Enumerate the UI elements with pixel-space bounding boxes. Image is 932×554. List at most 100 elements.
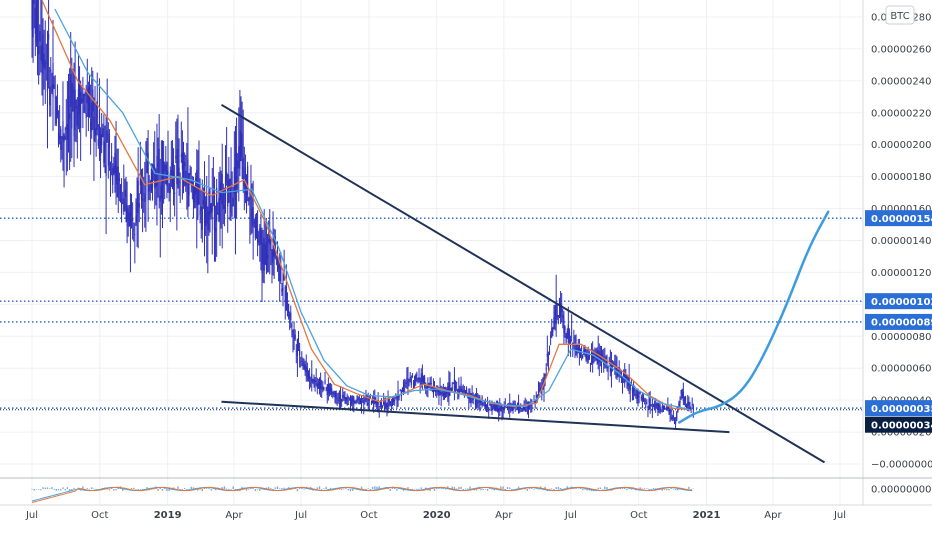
candle-body: [691, 404, 693, 406]
candle-body: [263, 237, 265, 271]
candle-body: [314, 380, 316, 383]
indicator-bar: [648, 489, 650, 491]
indicator-bar: [606, 487, 608, 489]
candle-body: [488, 408, 490, 411]
price-level-label[interactable]: 0.00000089: [865, 313, 932, 330]
candle-body: [308, 375, 311, 379]
candle-body: [126, 205, 128, 227]
candle-body: [409, 376, 411, 380]
indicator-bar: [504, 489, 506, 490]
candle-body: [621, 377, 624, 383]
candle-body: [231, 204, 233, 207]
candle-body: [433, 385, 436, 387]
indicator-bar: [73, 487, 75, 489]
candle-body: [224, 177, 227, 203]
candle-body: [42, 33, 44, 75]
indicator-bar: [351, 489, 354, 491]
candle-body: [638, 395, 640, 397]
candle-body: [325, 387, 327, 389]
candle-body: [450, 388, 452, 391]
projection-curve[interactable]: [678, 210, 830, 424]
price-level-label[interactable]: 0.00000102: [865, 293, 932, 310]
indicator-bar: [321, 489, 323, 490]
candle-body: [111, 155, 113, 163]
candle-body: [328, 388, 331, 393]
candle-body: [238, 146, 240, 169]
candle-body: [352, 396, 354, 402]
candle-body: [648, 398, 650, 403]
candle-body: [44, 59, 46, 70]
candle-body: [75, 100, 77, 109]
candle-body: [123, 198, 125, 212]
candle-body: [547, 358, 550, 360]
candle-body: [454, 385, 457, 389]
indicator-bar: [502, 486, 504, 489]
indicator-bar: [66, 487, 69, 489]
candle-body: [147, 152, 149, 201]
indicator-bar: [340, 489, 343, 490]
candle-body: [187, 159, 189, 208]
candle-body: [656, 403, 658, 407]
indicator-bar: [500, 486, 502, 489]
indicator-bar: [287, 487, 290, 489]
price-level-label[interactable]: 0.00000154: [865, 210, 932, 227]
candle-body: [217, 212, 219, 215]
candle-body: [687, 401, 689, 406]
candle-body: [650, 405, 652, 407]
price-level-label[interactable]: 0.00000035: [865, 400, 932, 417]
indicator-bar: [51, 486, 53, 489]
candle-body: [690, 407, 692, 410]
candle-body: [149, 187, 151, 188]
candle-body: [274, 236, 276, 256]
candle-body: [313, 378, 315, 385]
candle-body: [102, 128, 104, 138]
indicator-bar: [298, 487, 301, 489]
candle-body: [428, 382, 430, 387]
candle-body: [543, 375, 545, 388]
y-tick-label: 0.00000180: [871, 172, 931, 183]
candle-body: [213, 192, 216, 230]
candle-body: [113, 165, 115, 173]
lower-trendline[interactable]: [221, 400, 730, 434]
candle-body: [505, 406, 508, 408]
candle-body: [214, 228, 217, 232]
indicator-bar: [688, 486, 690, 489]
candle-body: [417, 377, 419, 380]
candle-body: [242, 157, 244, 180]
candle-body: [686, 404, 688, 409]
current-price-label[interactable]: 0.00000034: [865, 416, 932, 433]
currency-badge[interactable]: BTC: [885, 5, 915, 25]
candle-body: [373, 398, 375, 408]
indicator-bar: [252, 487, 254, 489]
candle-body: [342, 394, 344, 398]
indicator-bar: [418, 488, 420, 490]
indicator-bar: [566, 486, 568, 489]
indicator-bar: [232, 486, 234, 489]
y-tick-label: 0.00000020: [871, 428, 931, 439]
candle-body: [235, 152, 238, 189]
indicator-bar: [210, 489, 212, 491]
indicator-bar: [88, 488, 91, 490]
indicator-bar: [37, 489, 40, 490]
indicator-bar: [186, 489, 188, 491]
candle-body: [459, 389, 461, 393]
candle-body: [343, 396, 345, 398]
candle-body: [208, 191, 210, 215]
candle-body: [334, 392, 336, 398]
candle-body: [470, 396, 472, 402]
indicator-bar: [82, 486, 84, 489]
indicator-bar: [137, 489, 139, 491]
candle-body: [322, 385, 324, 390]
candle-body: [358, 397, 360, 399]
indicator-bar: [458, 486, 460, 489]
candle-body: [66, 123, 68, 140]
candle-body: [510, 405, 512, 409]
indicator-bar: [531, 487, 533, 489]
indicator-bar: [223, 486, 226, 489]
candle-body: [276, 249, 279, 267]
y-tick-label: 0.00000260: [871, 44, 931, 55]
candle-body: [634, 394, 636, 396]
candle-body: [554, 310, 556, 315]
candle-body: [680, 390, 682, 394]
